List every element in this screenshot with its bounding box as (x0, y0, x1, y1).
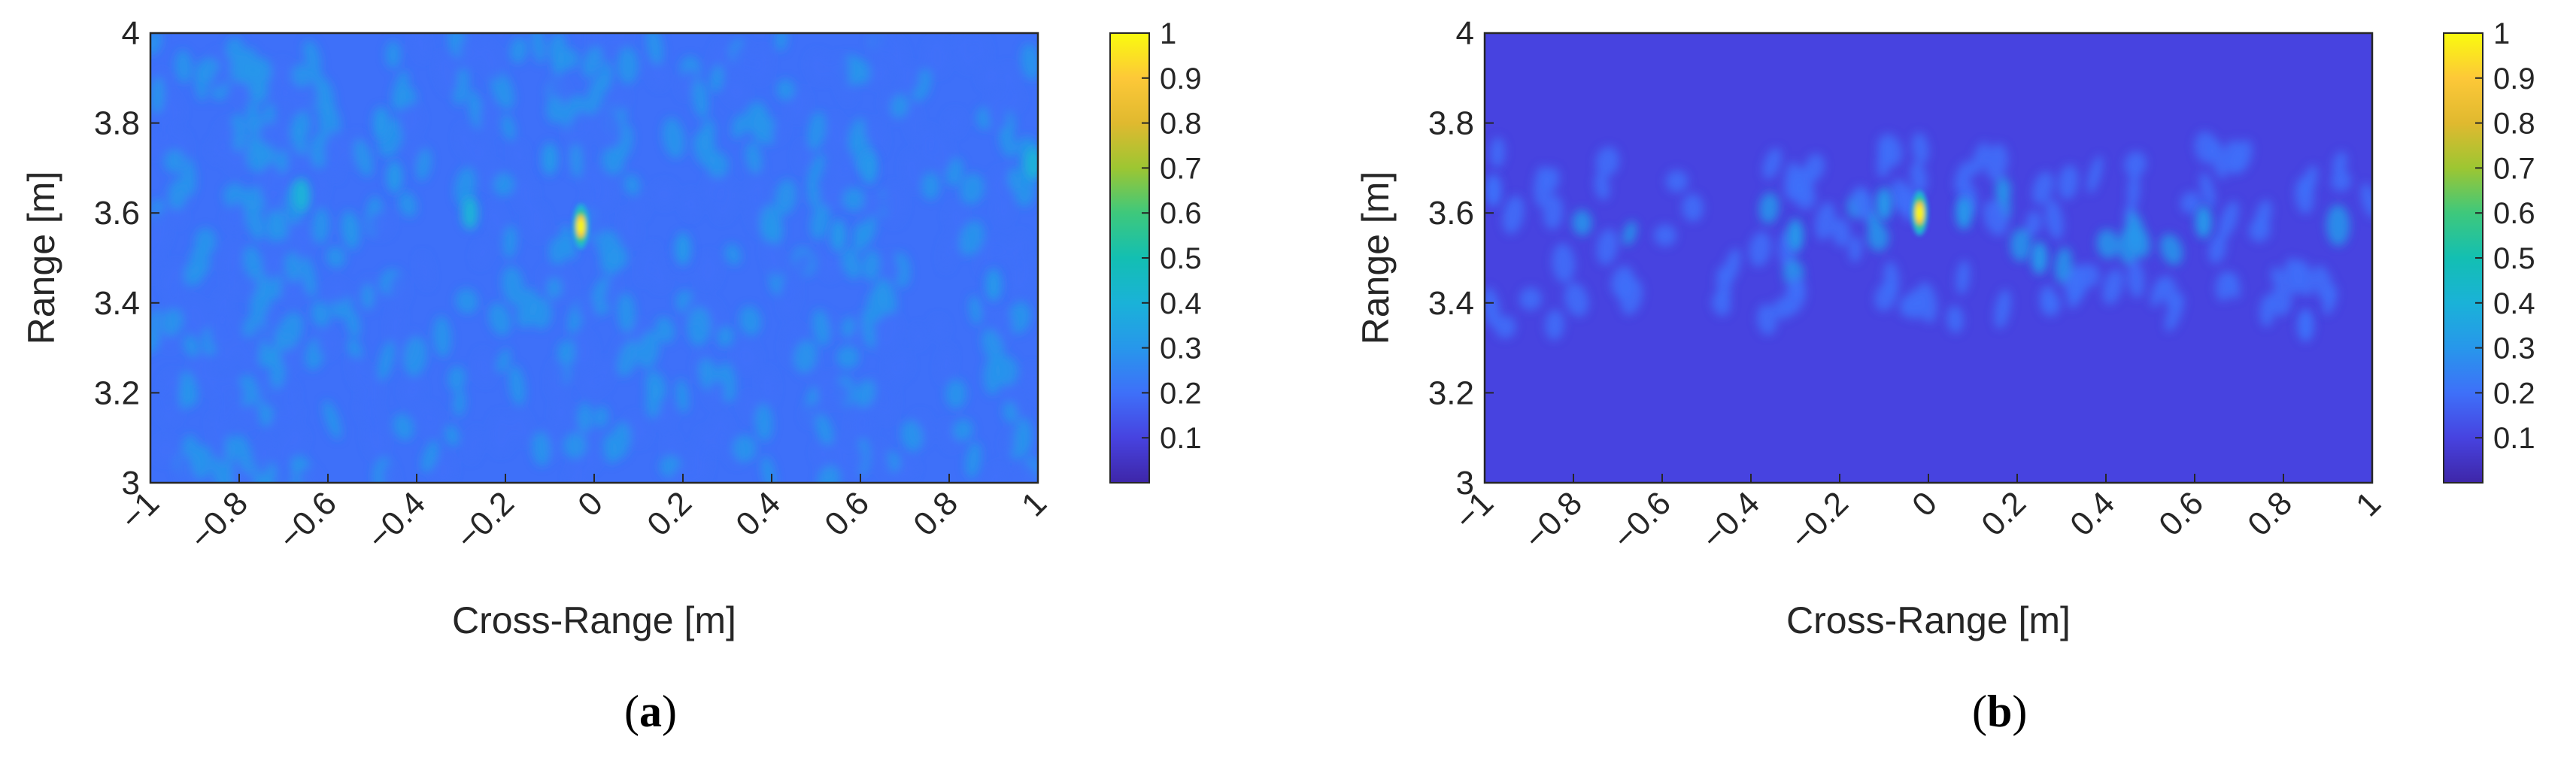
panel-b: 3 3.2 3.4 3.6 3.8 4 −1 −0.8 −0.6 −0.4 −0.2 0 0.2 0.4 0… (1288, 0, 2575, 764)
y-tick-label: 4 (1456, 15, 1474, 52)
colorbar-tick-label: 0.5 (2493, 242, 2535, 275)
colorbar-tick-label: 1 (1160, 17, 1176, 50)
y-tick-label: 3.2 (1428, 374, 1474, 411)
x-tick-label: 1 (2349, 484, 2388, 523)
colorbar-tick-label: 0.4 (2493, 287, 2535, 320)
x-axis-label: Cross-Range [m] (452, 599, 736, 641)
heatmap-background (1485, 33, 2372, 483)
x-tick-label: −0.8 (1517, 484, 1589, 556)
scatter-blob (860, 151, 878, 185)
target-peak (572, 204, 590, 250)
colorbar-tick-label: 0.8 (2493, 108, 2535, 141)
x-tick-label: 0.8 (906, 484, 965, 543)
x-tick-label: 0.6 (2152, 484, 2210, 543)
scatter-blob (985, 268, 1002, 302)
x-tick-label: 0.6 (818, 484, 876, 543)
scatter-blob (1025, 147, 1038, 180)
colorbar-tick-label: 0.3 (2493, 332, 2535, 365)
x-tick-label: 1 (1015, 484, 1054, 523)
y-tick-label: 3.8 (1428, 105, 1474, 142)
colorbar-tick-label: 0.4 (1160, 287, 1202, 320)
y-tick-label: 3.6 (1428, 195, 1474, 232)
scatter-blob (372, 106, 390, 140)
panel-caption-a: (a) (624, 687, 677, 736)
x-tick-label: −0.8 (183, 484, 255, 556)
x-tick-label: −0.6 (272, 484, 344, 556)
y-tick-label: 3.8 (94, 105, 140, 142)
x-tick-label: −0.2 (449, 484, 521, 556)
x-tick-label: 0.2 (640, 484, 699, 543)
x-axis-label: Cross-Range [m] (1786, 599, 2071, 641)
colorbar-tick-label: 0.8 (1160, 108, 1202, 141)
scatter-blob (1485, 174, 1502, 208)
x-tick-label: 0 (571, 484, 610, 523)
colorbar-tick-label: 0.3 (1160, 332, 1202, 365)
colorbar-tick-label: 0.2 (1160, 377, 1202, 410)
colorbar-tick-label: 0.9 (2493, 62, 2535, 96)
scatter-blob (830, 219, 847, 253)
colorbar-tick-label: 0.6 (2493, 197, 2535, 230)
y-tick-label: 3 (122, 465, 140, 502)
colorbar-tick-label: 0.7 (2493, 152, 2535, 185)
colorbar-tick-label: 1 (2493, 17, 2510, 50)
heatmap-chart-b: 33.23.43.63.84−1 −0.8 −0.6 −0.4 −0.2 0 0.2 0.4 0… (1355, 15, 2535, 641)
x-tick-label: −0.6 (1606, 484, 1678, 556)
colorbar-tick-label: 0.9 (1160, 62, 1202, 96)
scatter-blob (2297, 308, 2314, 342)
y-tick-label: 3.4 (1428, 285, 1474, 322)
colorbar-tick-label: 0.1 (2493, 422, 2535, 455)
y-tick-label: 3.2 (94, 374, 140, 411)
y-tick-label: 3 (1456, 465, 1474, 502)
scatter-blob (293, 178, 310, 212)
panel-a: 3 3.2 3.4 3.6 3.8 4 −1 −0.8 −0.6 −0.4 −0.2 0 0.2 0.4 0… (20, 15, 1202, 736)
panel-caption-b: (b) (1972, 687, 2028, 736)
heatmap-chart-a: 33.23.43.63.84−1 −0.8 −0.6 −0.4 −0.2 0 0.2 0.4 0… (20, 15, 1202, 641)
scatter-blob (1876, 187, 1892, 221)
target-peak (1911, 190, 1928, 236)
y-axis-label: Range [m] (20, 171, 62, 345)
y-axis-label: Range [m] (1355, 171, 1397, 345)
x-tick-label: 0 (1905, 484, 1944, 523)
x-tick-label: −0.4 (1695, 484, 1767, 556)
scatter-blob (542, 142, 558, 176)
scatter-blob (461, 196, 478, 230)
colorbar-tick-label: 0.2 (2493, 377, 2535, 410)
x-tick-label: 0.8 (2241, 484, 2299, 543)
scatter-blob (2031, 241, 2048, 274)
scatter-blob (386, 160, 403, 194)
x-tick-label: 0.4 (729, 484, 787, 543)
scatter-blob (1956, 196, 1973, 230)
x-tick-label: −0.2 (1783, 484, 1855, 556)
y-tick-label: 3.6 (94, 195, 140, 232)
y-tick-label: 4 (122, 15, 140, 52)
scatter-blob (1787, 219, 1804, 253)
x-tick-label: −0.4 (360, 484, 432, 556)
x-tick-label: 0.4 (2063, 484, 2122, 543)
colorbar-tick-label: 0.7 (1160, 152, 1202, 185)
colorbar-tick-label: 0.6 (1160, 197, 1202, 230)
x-tick-label: 0.2 (1974, 484, 2033, 543)
colorbar-tick-label: 0.5 (1160, 242, 1202, 275)
scatter-blob (675, 232, 691, 266)
colorbar-tick-label: 0.1 (1160, 422, 1202, 455)
y-tick-label: 3.4 (94, 285, 140, 322)
scatter-blob (2195, 205, 2212, 239)
